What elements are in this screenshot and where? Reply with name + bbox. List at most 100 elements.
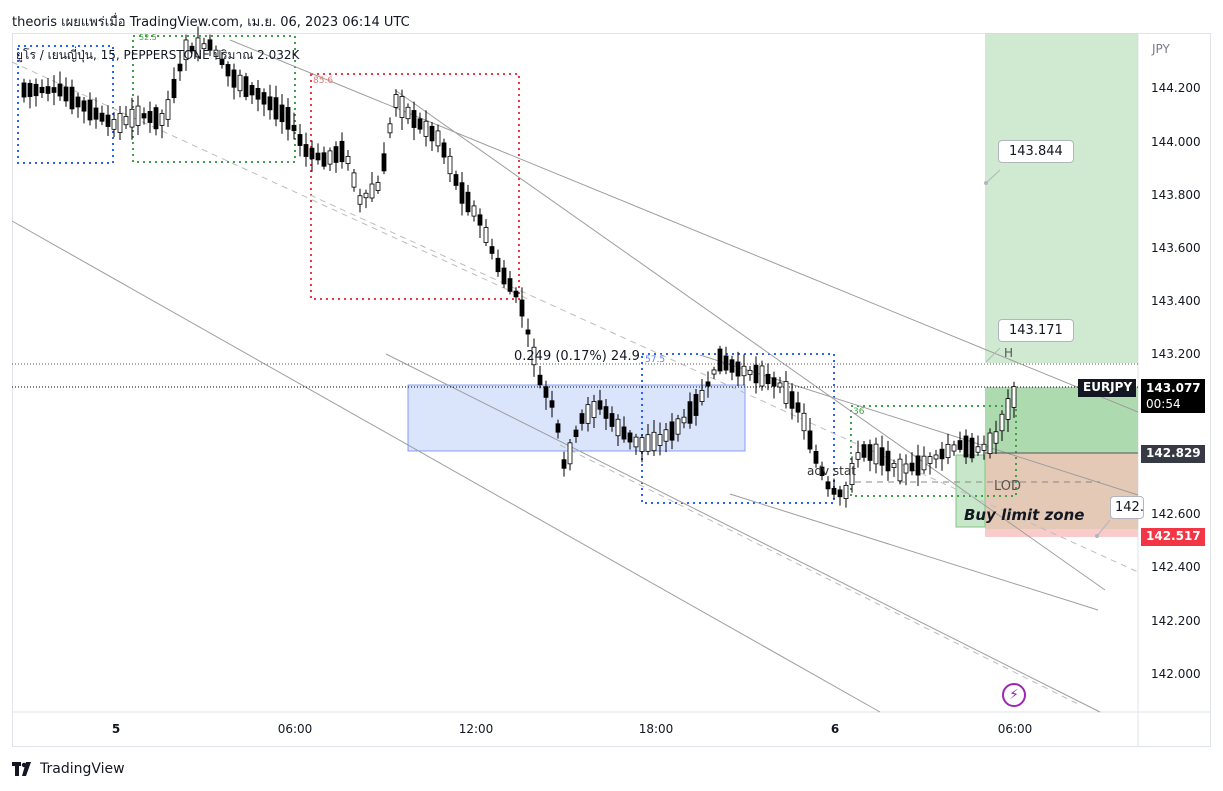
candle-up — [1005, 398, 1011, 420]
box-label: 52.5 — [139, 33, 157, 42]
candle-down — [417, 118, 423, 130]
dashed-line-1 — [11, 61, 531, 301]
candle-down — [705, 381, 711, 387]
candle-down — [693, 394, 699, 416]
candle-up — [981, 443, 987, 451]
profit-fill-zone — [985, 387, 1138, 453]
candle-down — [57, 83, 63, 97]
anchor-stop — [1095, 534, 1099, 538]
box-label: 36 — [853, 407, 865, 417]
symbol-price-tag: EURJPY — [1078, 379, 1136, 397]
candle-down — [333, 146, 339, 163]
dashed-line-2 — [309, 194, 1139, 573]
candle-up — [657, 434, 663, 446]
candle-up — [783, 381, 789, 404]
target-price-callout[interactable]: 143.844 — [998, 140, 1074, 163]
candle-down — [885, 450, 891, 472]
candle-down — [963, 435, 969, 458]
candle-up — [483, 227, 489, 243]
candle-down — [939, 448, 945, 460]
candle-up — [183, 39, 189, 61]
candle-up — [129, 108, 135, 128]
candle-up — [369, 183, 375, 199]
trendline-1 — [11, 220, 881, 713]
candle-up — [201, 43, 207, 50]
candle-up — [435, 130, 441, 147]
box-label: 57.5 — [645, 355, 666, 365]
candle-down — [513, 290, 519, 298]
entry-price-callout[interactable]: 143.171 — [998, 319, 1074, 342]
candle-down — [879, 447, 885, 466]
candle-up — [855, 452, 861, 460]
candle-up — [399, 96, 405, 118]
trendline-3 — [385, 353, 1101, 713]
candle-up — [759, 365, 765, 387]
candle-up — [351, 172, 357, 188]
candle-down — [687, 401, 693, 424]
y-tick: 144.200 — [1151, 81, 1201, 95]
publish-header: theoris เผยแพร่เมื่อ TradingView.com, เม… — [12, 15, 410, 30]
candle-down — [81, 100, 87, 112]
candle-down — [819, 466, 825, 476]
candle-up — [237, 74, 243, 92]
candle-down — [69, 86, 75, 110]
candle-up — [747, 369, 753, 376]
dotted-box-blue-1 — [17, 45, 114, 164]
x-tick: 12:00 — [458, 722, 494, 736]
candle-down — [621, 426, 627, 440]
y-tick: 142.200 — [1151, 614, 1201, 628]
buy-limit-zone-label[interactable]: Buy limit zone — [964, 506, 1085, 524]
x-tick: 5 — [111, 722, 121, 736]
candle-down — [321, 152, 327, 167]
callout-leader-stop — [1096, 519, 1111, 537]
callout-leader-entry — [985, 347, 1001, 363]
candle-down — [627, 432, 633, 443]
candle-down — [501, 267, 507, 285]
candle-down — [459, 182, 465, 204]
last-price-value: 143.077 — [1146, 381, 1201, 395]
stop-price-tag: 142.517 — [1141, 528, 1205, 546]
candle-up — [471, 205, 477, 217]
candle-down — [669, 421, 675, 441]
candle-down — [33, 83, 39, 97]
candle-down — [453, 174, 459, 186]
candle-up — [1011, 386, 1017, 408]
box-label: 85.6 — [313, 76, 334, 86]
candle-down — [231, 69, 237, 88]
candle-down — [603, 406, 609, 419]
candle-up — [447, 155, 453, 175]
candle-down — [315, 152, 321, 161]
candle-down — [969, 437, 975, 459]
candle-down — [753, 364, 759, 384]
candle-down — [465, 191, 471, 213]
candle-down — [291, 124, 297, 132]
symbol-info[interactable]: ยูโร / เยนญี่ปุ่น, 15, PEPPERSTONE ปริมา… — [16, 48, 300, 62]
candle-down — [225, 64, 231, 77]
candle-up — [675, 418, 681, 435]
footer-branding[interactable]: TradingView — [12, 761, 125, 777]
candle-down — [573, 429, 579, 438]
candle-down — [105, 114, 111, 127]
y-tick: 143.600 — [1151, 241, 1201, 255]
x-tick: 6 — [830, 722, 840, 736]
lightning-icon[interactable]: ⚡ — [1002, 683, 1026, 707]
bar-countdown: 00:54 — [1146, 397, 1181, 411]
candle-up — [213, 49, 219, 58]
candle-down — [729, 359, 735, 373]
candle-up — [159, 113, 165, 126]
candle-down — [735, 361, 741, 377]
stop-price-callout[interactable]: 142.517 — [1110, 496, 1144, 519]
candle-up — [891, 463, 897, 468]
candle-down — [831, 487, 837, 495]
candle-up — [741, 365, 747, 377]
candle-down — [27, 83, 33, 97]
candle-down — [297, 134, 303, 146]
candle-down — [411, 110, 417, 128]
candle-down — [813, 450, 819, 464]
candle-down — [147, 111, 153, 123]
chart-frame[interactable] — [12, 33, 1211, 747]
candle-down — [795, 402, 801, 413]
candle-up — [615, 418, 621, 437]
candle-down — [609, 413, 615, 427]
